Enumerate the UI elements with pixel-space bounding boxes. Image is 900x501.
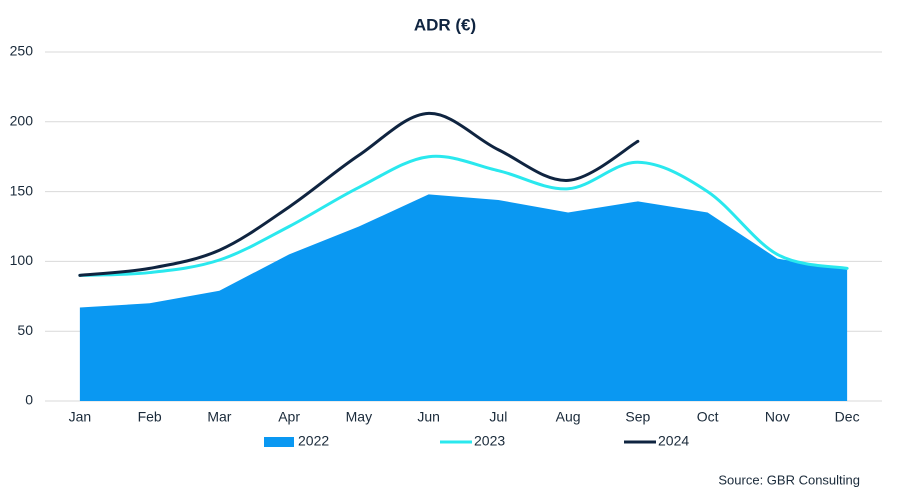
y-tick-label: 150 xyxy=(10,182,34,198)
y-tick-label: 50 xyxy=(17,322,33,338)
legend-label: 2024 xyxy=(658,433,689,449)
y-tick-label: 100 xyxy=(10,252,34,268)
x-tick-label: May xyxy=(346,409,372,425)
y-tick-label: 0 xyxy=(25,392,33,408)
x-tick-label: Feb xyxy=(138,409,162,425)
x-tick-label: Oct xyxy=(697,409,719,425)
x-tick-label: Nov xyxy=(765,409,790,425)
legend-label: 2023 xyxy=(474,433,505,449)
x-tick-label: Aug xyxy=(556,409,581,425)
x-tick-label: Apr xyxy=(278,409,300,425)
x-tick-label: Dec xyxy=(835,409,860,425)
y-tick-label: 250 xyxy=(10,43,34,59)
line xyxy=(78,111,640,277)
line xyxy=(78,154,849,277)
legend-label: 2022 xyxy=(298,433,329,449)
chart-title: ADR (€) xyxy=(414,15,476,34)
x-tick-label: Jul xyxy=(489,409,507,425)
source: Source: GBR Consulting xyxy=(718,472,860,487)
legend-swatch xyxy=(264,437,294,447)
x-tick-label: Jun xyxy=(417,409,440,425)
x-tick-label: Mar xyxy=(207,409,231,425)
area xyxy=(79,194,848,401)
y-tick-label: 200 xyxy=(10,113,34,129)
x-tick-label: Jan xyxy=(69,409,92,425)
x-tick-label: Sep xyxy=(625,409,650,425)
